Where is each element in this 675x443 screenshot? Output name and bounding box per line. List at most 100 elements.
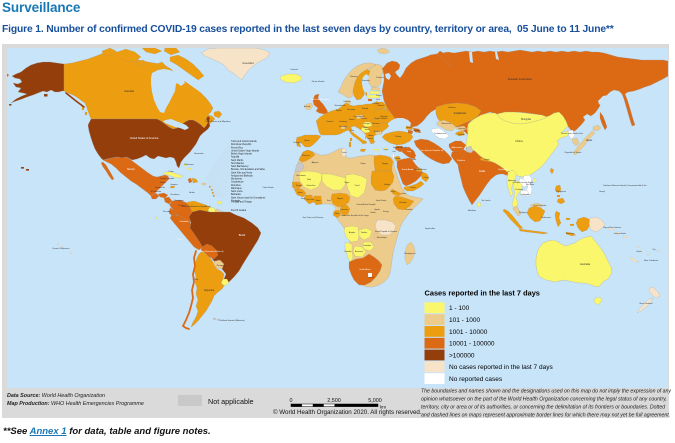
svg-text:Saint Lucia: Saint Lucia [231,190,243,193]
svg-text:Honduras: Honduras [171,194,180,196]
svg-text:Montserrat: Montserrat [231,178,242,181]
svg-text:Guadeloupe: Guadeloupe [231,182,244,184]
svg-text:Mali: Mali [307,179,311,181]
svg-text:Greenland: Greenland [242,62,254,65]
svg-text:France: France [327,120,335,123]
svg-text:Ukraine: Ukraine [380,115,388,118]
svg-text:Mozambique: Mozambique [377,237,387,239]
svg-text:Ireland: Ireland [304,106,310,108]
svg-text:2,500: 2,500 [327,398,341,404]
svg-text:Azerbaijan: Azerbaijan [413,129,420,132]
svg-text:New Caledonia: New Caledonia [644,260,659,262]
svg-text:Cyprus: Cyprus [384,148,389,151]
svg-text:Mauritania: Mauritania [296,174,306,177]
svg-text:Gabon: Gabon [335,213,340,215]
svg-text:Lithuania: Lithuania [373,102,380,105]
svg-text:Cote d Ivoire: Cote d Ivoire [306,198,315,201]
svg-text:Tajikistan: Tajikistan [458,133,464,136]
svg-text:Uzbekistan: Uzbekistan [441,122,451,125]
svg-text:Anguilla: Anguilla [231,156,240,159]
svg-text:Benin: Benin [327,200,331,202]
svg-text:Nigeria: Nigeria [337,198,344,200]
svg-text:Democratic Peoples Republic of: Democratic Peoples Republic of Korea [561,132,584,135]
svg-text:Turkey: Turkey [395,135,403,138]
svg-text:Saudi Arabia: Saudi Arabia [402,168,415,171]
svg-text:Italy: Italy [350,129,354,132]
svg-text:Data Source: World Health Orga: Data Source: World Health Organization [7,393,105,399]
svg-text:Brunei Darussalam: Brunei Darussalam [534,204,548,207]
svg-text:Slovakia: Slovakia [361,118,367,120]
svg-text:Chad: Chad [355,185,360,187]
svg-text:Cayman Islands: Cayman Islands [160,178,174,180]
svg-text:New Zealand: New Zealand [640,303,654,305]
svg-text:Papua New Guinea: Papua New Guinea [603,227,622,229]
svg-text:Brazil: Brazil [239,233,246,237]
svg-text:Belgium: Belgium [336,110,342,112]
svg-text:Argentina: Argentina [204,289,215,292]
svg-text:Guatemala: Guatemala [155,186,166,189]
svg-text:Guinea: Guinea [297,192,302,194]
svg-text:Ethiopia: Ethiopia [399,201,407,204]
svg-text:Rwanda: Rwanda [370,212,375,214]
svg-text:Barbados: Barbados [231,193,242,196]
svg-text:Eritrea: Eritrea [391,190,396,193]
svg-text:Uganda: Uganda [374,209,380,211]
svg-text:Jordan: Jordan [396,158,401,160]
svg-text:Paraguay: Paraguay [217,265,226,267]
svg-text:Map Production: WHO Health Eme: Map Production: WHO Health Emergencies P… [7,401,144,407]
svg-text:Peru: Peru [178,238,183,241]
svg-text:Bolivia (Plurinational State o: Bolivia (Plurinational State of) [199,250,224,253]
svg-text:Turks and Caicos Islands: Turks and Caicos Islands [231,140,258,143]
svg-text:Viet Nam: Viet Nam [526,183,535,186]
svg-text:Pakistan: Pakistan [457,159,466,162]
svg-text:Saint Kitts and Nevis: Saint Kitts and Nevis [231,171,253,174]
svg-text:Iraq: Iraq [407,150,411,153]
svg-text:101 - 1000: 101 - 1000 [449,317,480,324]
svg-text:opinion whatsoever on the part: opinion whatsoever on the part of the Wo… [421,397,667,403]
svg-text:Sudan: Sudan [384,184,391,186]
svg-text:Republic of Moldova: Republic of Moldova [375,118,388,120]
svg-text:Namibia: Namibia [345,251,353,253]
svg-text:Philippines: Philippines [556,191,566,193]
svg-text:Kazakhstan: Kazakhstan [454,112,467,115]
svg-text:South Africa: South Africa [359,268,371,271]
svg-text:Jamaica: Jamaica [170,184,178,186]
svg-text:5,000: 5,000 [368,398,382,404]
svg-text:Grenada: Grenada [231,200,241,203]
svg-text:Japan: Japan [586,139,593,142]
svg-text:Kenya: Kenya [383,211,390,213]
svg-text:Libya: Libya [360,163,366,165]
svg-text:Syrian Arab Republic: Syrian Arab Republic [393,146,407,149]
svg-text:Belarus: Belarus [378,105,385,107]
svg-text:Latvia: Latvia [376,98,380,101]
svg-text:Bahamas: Bahamas [184,164,194,166]
svg-text:Somalia: Somalia [405,209,413,211]
svg-text:Central African Republic: Central African Republic [356,203,375,206]
svg-text:Poland: Poland [362,108,368,110]
svg-text:Iceland: Iceland [290,69,298,71]
svg-text:Madagascar: Madagascar [404,253,415,255]
svg-text:Guam): Guam) [599,191,605,193]
svg-text:No reported cases: No reported cases [449,376,503,383]
svg-text:Croatia: Croatia [363,126,368,129]
svg-text:km: km [380,405,386,410]
svg-text:Trinidad and Tobago: Trinidad and Tobago [231,201,253,204]
svg-text:Norway: Norway [350,75,358,78]
svg-text:China: China [515,139,523,143]
svg-text:Venezuela (Bolivarian Republic: Venezuela (Bolivarian Republic of) [182,205,211,208]
svg-text:Myanmar: Myanmar [508,180,517,182]
svg-text:Saint Pierre and Miquelon: Saint Pierre and Miquelon [205,120,231,123]
svg-text:United Republic of Tanzania: United Republic of Tanzania [375,230,397,233]
svg-text:Cases reported in the last 7 d: Cases reported in the last 7 days [425,289,540,298]
svg-text:Indonesia: Indonesia [541,217,551,219]
svg-text:Cameroon: Cameroon [340,209,348,211]
svg-text:French Guiana: French Guiana [231,209,247,212]
svg-text:and dashed lines on maps repre: and dashed lines on maps represent appro… [421,413,670,419]
svg-text:Panama: Panama [178,205,186,207]
svg-text:Australia: Australia [580,262,591,266]
svg-text:Thailand: Thailand [515,189,523,191]
svg-text:Iran (Islamic Republic of): Iran (Islamic Republic of) [421,150,443,152]
svg-text:Bulgaria: Bulgaria [374,130,380,133]
svg-text:South Sudan: South Sudan [376,199,386,202]
svg-text:10001 - 100000: 10001 - 100000 [449,341,495,348]
